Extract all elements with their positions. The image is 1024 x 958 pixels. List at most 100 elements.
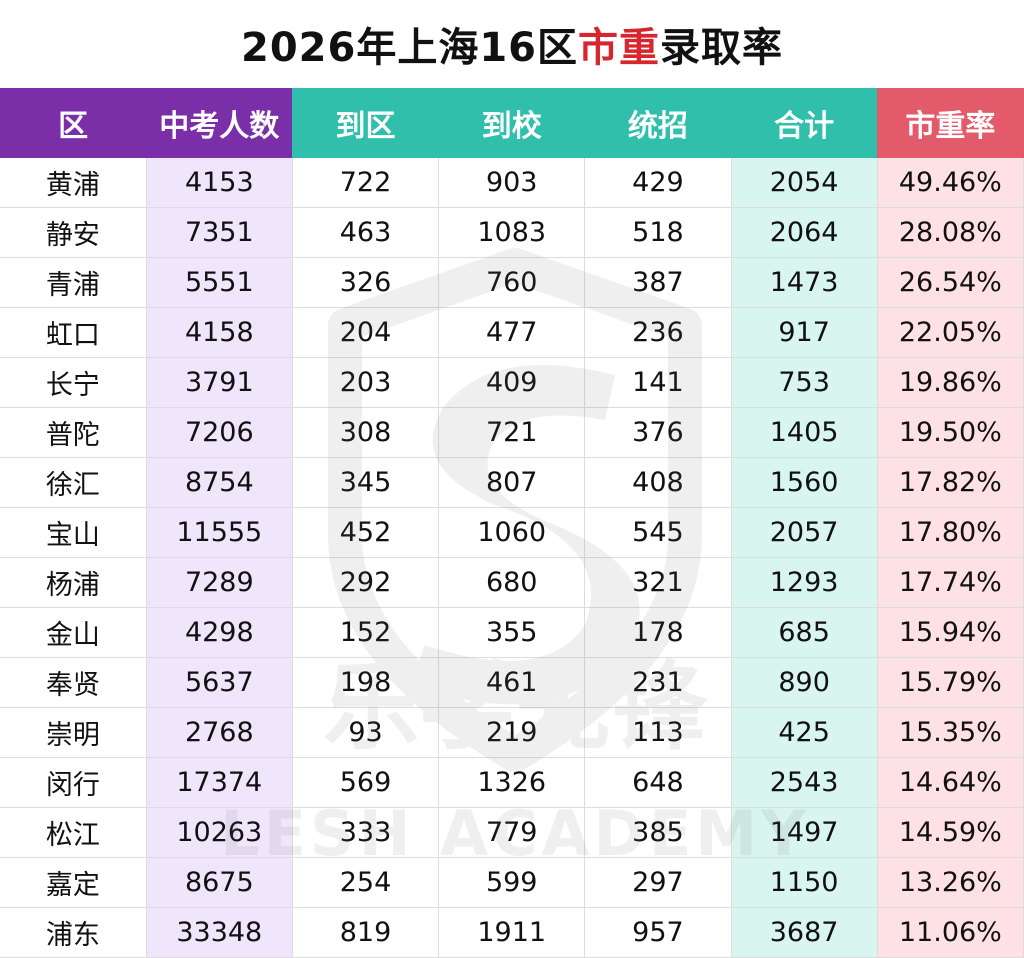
cell-to-school: 807 [438,457,586,508]
cell-rate: 17.82% [877,457,1024,508]
cell-district: 青浦 [0,257,147,308]
cell-to-district: 326 [292,257,440,308]
cell-to-district: 292 [292,557,440,608]
cell-total: 2064 [731,207,878,258]
cell-unified: 231 [584,657,732,708]
table-row: 嘉定 8675 254 599 297 1150 13.26% [0,857,1024,908]
cell-total: 1293 [731,557,878,608]
cell-exam-count: 7206 [146,407,293,458]
table-row: 虹口 4158 204 477 236 917 22.05% [0,307,1024,358]
cell-to-school: 721 [438,407,586,458]
cell-to-school: 1326 [438,757,586,808]
cell-exam-count: 5551 [146,257,293,308]
table-row: 静安 7351 463 1083 518 2064 28.08% [0,207,1024,258]
table-row: 普陀 7206 308 721 376 1405 19.50% [0,407,1024,458]
cell-district: 徐汇 [0,457,147,508]
table-row: 闵行 17374 569 1326 648 2543 14.64% [0,757,1024,808]
cell-to-school: 903 [438,158,586,208]
header-to-school: 到校 [438,88,585,158]
cell-rate: 11.06% [877,907,1024,958]
cell-unified: 385 [584,807,732,858]
cell-to-district: 203 [292,357,440,408]
cell-to-district: 204 [292,307,440,358]
cell-to-district: 722 [292,158,440,208]
cell-district: 静安 [0,207,147,258]
cell-to-school: 219 [438,707,586,758]
cell-to-district: 345 [292,457,440,508]
cell-district: 崇明 [0,707,147,758]
cell-total: 685 [731,607,878,658]
table-row: 宝山 11555 452 1060 545 2057 17.80% [0,507,1024,558]
table-row: 松江 10263 333 779 385 1497 14.59% [0,807,1024,858]
cell-rate: 22.05% [877,307,1024,358]
title-suffix: 录取率 [660,25,783,71]
cell-rate: 15.35% [877,707,1024,758]
cell-unified: 429 [584,158,732,208]
cell-to-school: 1911 [438,907,586,958]
cell-total: 3687 [731,907,878,958]
cell-exam-count: 8675 [146,857,293,908]
cell-total: 1497 [731,807,878,858]
cell-rate: 15.94% [877,607,1024,658]
cell-exam-count: 5637 [146,657,293,708]
cell-district: 虹口 [0,307,147,358]
cell-exam-count: 2768 [146,707,293,758]
cell-district: 普陀 [0,407,147,458]
cell-to-school: 355 [438,607,586,658]
cell-to-school: 760 [438,257,586,308]
cell-to-school: 477 [438,307,586,358]
table-row: 浦东 33348 819 1911 957 3687 11.06% [0,907,1024,958]
cell-rate: 14.64% [877,757,1024,808]
cell-total: 1560 [731,457,878,508]
cell-to-district: 333 [292,807,440,858]
cell-to-district: 819 [292,907,440,958]
cell-district: 黄浦 [0,158,147,208]
cell-exam-count: 8754 [146,457,293,508]
cell-unified: 957 [584,907,732,958]
title-highlight: 市重 [578,25,660,71]
cell-unified: 408 [584,457,732,508]
cell-rate: 13.26% [877,857,1024,908]
cell-rate: 15.79% [877,657,1024,708]
cell-unified: 297 [584,857,732,908]
header-to-district: 到区 [292,88,439,158]
cell-to-district: 569 [292,757,440,808]
table-row: 徐汇 8754 345 807 408 1560 17.82% [0,457,1024,508]
cell-unified: 387 [584,257,732,308]
admission-rate-table: 区 中考人数 到区 到校 统招 合计 市重率 黄浦 4153 722 903 429 20… [0,88,1024,958]
cell-total: 2543 [731,757,878,808]
cell-exam-count: 33348 [146,907,293,958]
cell-to-district: 452 [292,507,440,558]
cell-unified: 376 [584,407,732,458]
cell-rate: 28.08% [877,207,1024,258]
table-row: 奉贤 5637 198 461 231 890 15.79% [0,657,1024,708]
cell-total: 425 [731,707,878,758]
cell-to-school: 409 [438,357,586,408]
cell-exam-count: 3791 [146,357,293,408]
cell-total: 890 [731,657,878,708]
cell-district: 浦东 [0,907,147,958]
title-prefix: 2026年上海16区 [241,25,578,71]
cell-exam-count: 10263 [146,807,293,858]
table-row: 黄浦 4153 722 903 429 2054 49.46% [0,158,1024,208]
cell-exam-count: 17374 [146,757,293,808]
header-total: 合计 [731,88,878,158]
cell-to-district: 198 [292,657,440,708]
cell-to-school: 680 [438,557,586,608]
cell-total: 917 [731,307,878,358]
cell-to-district: 152 [292,607,440,658]
cell-total: 753 [731,357,878,408]
cell-to-district: 93 [292,707,440,758]
cell-district: 奉贤 [0,657,147,708]
cell-rate: 19.50% [877,407,1024,458]
cell-rate: 49.46% [877,158,1024,208]
table-row: 长宁 3791 203 409 141 753 19.86% [0,357,1024,408]
cell-to-district: 254 [292,857,440,908]
cell-rate: 19.86% [877,357,1024,408]
page-title: 2026年上海16区 市重 录取率 [0,0,1024,88]
cell-unified: 518 [584,207,732,258]
cell-unified: 321 [584,557,732,608]
table-row: 杨浦 7289 292 680 321 1293 17.74% [0,557,1024,608]
cell-to-school: 461 [438,657,586,708]
table-row: 青浦 5551 326 760 387 1473 26.54% [0,257,1024,308]
